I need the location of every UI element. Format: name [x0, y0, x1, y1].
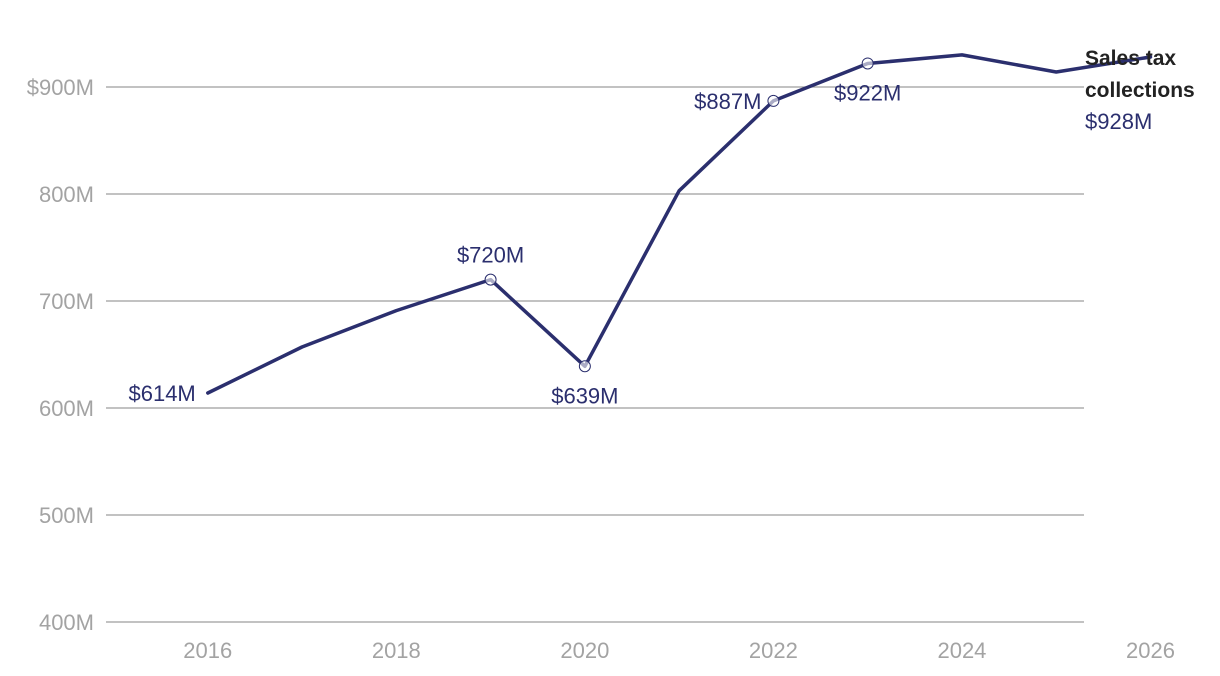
data-label: $639M: [551, 383, 618, 408]
data-label: $720M: [457, 243, 524, 268]
gridlines: [106, 86, 1084, 623]
x-tick-label: 2016: [183, 638, 232, 663]
x-axis-ticks: 2016 2018 2020 2022 2024 2026: [183, 638, 1175, 663]
annotation-markers: [484, 57, 874, 373]
y-tick-label: $900M: [27, 75, 94, 100]
y-tick-label: 800M: [39, 182, 94, 207]
data-label: $614M: [128, 381, 195, 406]
annotation-marker: [767, 94, 780, 107]
data-label: $922M: [834, 80, 901, 105]
x-tick-label: 2024: [937, 638, 986, 663]
x-tick-label: 2022: [749, 638, 798, 663]
series-end-value-label: $928M: [1085, 109, 1152, 134]
annotation-marker: [861, 57, 874, 70]
x-tick-label: 2026: [1126, 638, 1175, 663]
series-layer: [206, 53, 1153, 395]
x-tick-label: 2018: [372, 638, 421, 663]
annotation-marker: [578, 360, 591, 373]
y-axis-ticks: 400M 500M 600M 700M 800M $900M: [27, 75, 94, 635]
annotation-marker: [484, 273, 497, 286]
y-tick-label: 600M: [39, 396, 94, 421]
series-legend: Sales tax collections $928M: [1085, 47, 1195, 134]
x-tick-label: 2020: [560, 638, 609, 663]
y-tick-label: 500M: [39, 503, 94, 528]
series-name-line: collections: [1085, 79, 1195, 102]
data-label: $887M: [694, 89, 761, 114]
data-labels: $614M $720M $639M $887M $922M: [128, 80, 901, 408]
series-line-0: [206, 53, 1153, 395]
y-tick-label: 700M: [39, 289, 94, 314]
series-name-line: Sales tax: [1085, 47, 1176, 70]
y-tick-label: 400M: [39, 610, 94, 635]
